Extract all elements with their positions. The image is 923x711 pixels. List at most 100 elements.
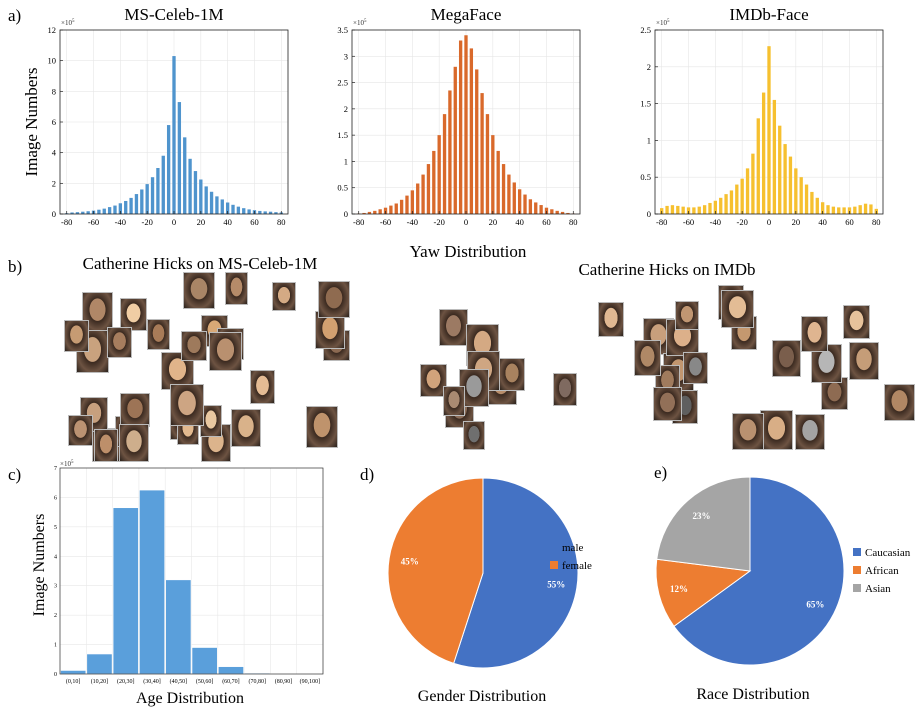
x-tick-label: 20 [489,217,498,227]
legend-label: female [562,560,592,572]
x-tick-label: 60 [845,217,854,227]
legend-label: Asian [865,583,891,595]
bar [113,205,117,214]
x-tick-label: -60 [88,217,99,227]
bar [697,206,701,214]
exponent-label: ×105 [353,19,367,27]
bar [676,205,680,214]
pie-slice [656,476,751,572]
yaw-chart-megaface: MegaFace -80 -60 -40 -20 0 20 40 60 80 0 0.5 1 1.5 2 2.… [337,5,581,227]
face-thumbnail [146,319,170,351]
face-thumbnail [438,308,468,346]
chart-title: IMDb-Face [729,5,808,24]
bar [231,204,235,214]
slice-value-label: 23% [693,511,711,521]
bar [274,212,278,214]
x-tick-label: 40 [223,217,232,227]
face-thumbnail [499,358,526,392]
y-tick-label: 8 [52,86,56,96]
y-tick-label: 1 [54,643,57,649]
bar [165,579,192,675]
bar [665,205,669,214]
bar [86,653,113,675]
pie-slice [673,476,845,666]
bar [566,212,570,214]
legend-label: male [562,542,583,554]
panel-d-tag: d) [360,465,375,484]
bar [708,202,712,214]
exponent-label: ×105 [656,19,670,27]
x-tick-label: -40 [710,217,721,227]
bar [362,212,366,214]
x-tick-label: -20 [434,217,445,227]
bar [756,118,760,214]
bar [799,177,803,214]
bar [247,209,251,214]
bar [112,507,139,675]
bar [242,208,246,214]
panel-b-right-title: Catherine Hicks on IMDb [578,260,756,279]
bar [421,174,425,214]
bar [124,200,128,214]
bar [831,206,836,214]
bar [788,156,793,214]
y-tick-label: 12 [48,25,57,35]
face-thumbnail [107,327,133,359]
face-thumbnail [794,414,825,450]
bar [139,489,166,675]
bar [437,135,441,214]
y-tick-label: 7 [54,466,57,472]
bar [491,135,495,214]
y-tick-label: 0 [647,209,651,219]
x-tick-label: (90,100] [300,678,321,685]
bar [560,211,565,214]
face-thumbnail [884,383,915,421]
y-tick-label: 1 [344,156,348,166]
bar [512,182,516,214]
y-tick-label: 0 [52,209,56,219]
bar [172,56,176,214]
bar [129,197,133,214]
bar [767,46,771,214]
bar [686,207,691,214]
face-thumbnail [420,363,447,397]
panel-e-tag: e) [654,463,668,482]
bar [820,202,825,214]
face-thumbnail [553,373,578,407]
bar [140,189,144,214]
yaw-chart-ms-celeb: MS-Celeb-1M -80 -60 -40 -20 0 20 40 60 80 0 2 4 6 8 10 1… [48,5,289,227]
x-tick-label: 80 [872,217,881,227]
face-thumbnail [79,397,108,433]
legend-swatch [550,561,558,569]
face-thumbnail [633,340,661,377]
bar [670,205,675,214]
bar [496,150,500,214]
bar [555,210,559,214]
gender-pie-chart: 55% 45% male female [387,477,592,669]
bar [729,190,734,214]
slice-value-label: 12% [670,584,688,594]
x-tick-label: (20,30] [117,678,135,685]
bar [735,184,739,214]
bar [847,207,852,214]
bar [469,48,474,215]
face-thumbnail [271,281,296,311]
y-tick-label: 0.5 [337,183,348,193]
bar [102,208,106,214]
x-tick-label: 60 [250,217,259,227]
bar [544,207,549,214]
face-thumbnail [181,331,208,362]
bar [263,211,267,214]
plot-frame [59,467,324,675]
bar [70,212,74,214]
bar [702,205,707,214]
face-thumbnail [731,413,764,450]
bar [405,195,409,214]
y-tick-label: 2 [647,62,651,72]
bar [761,92,766,214]
bar [464,35,468,214]
bar [740,178,744,214]
bar [218,666,244,675]
bar [220,199,224,214]
bar [60,670,87,675]
